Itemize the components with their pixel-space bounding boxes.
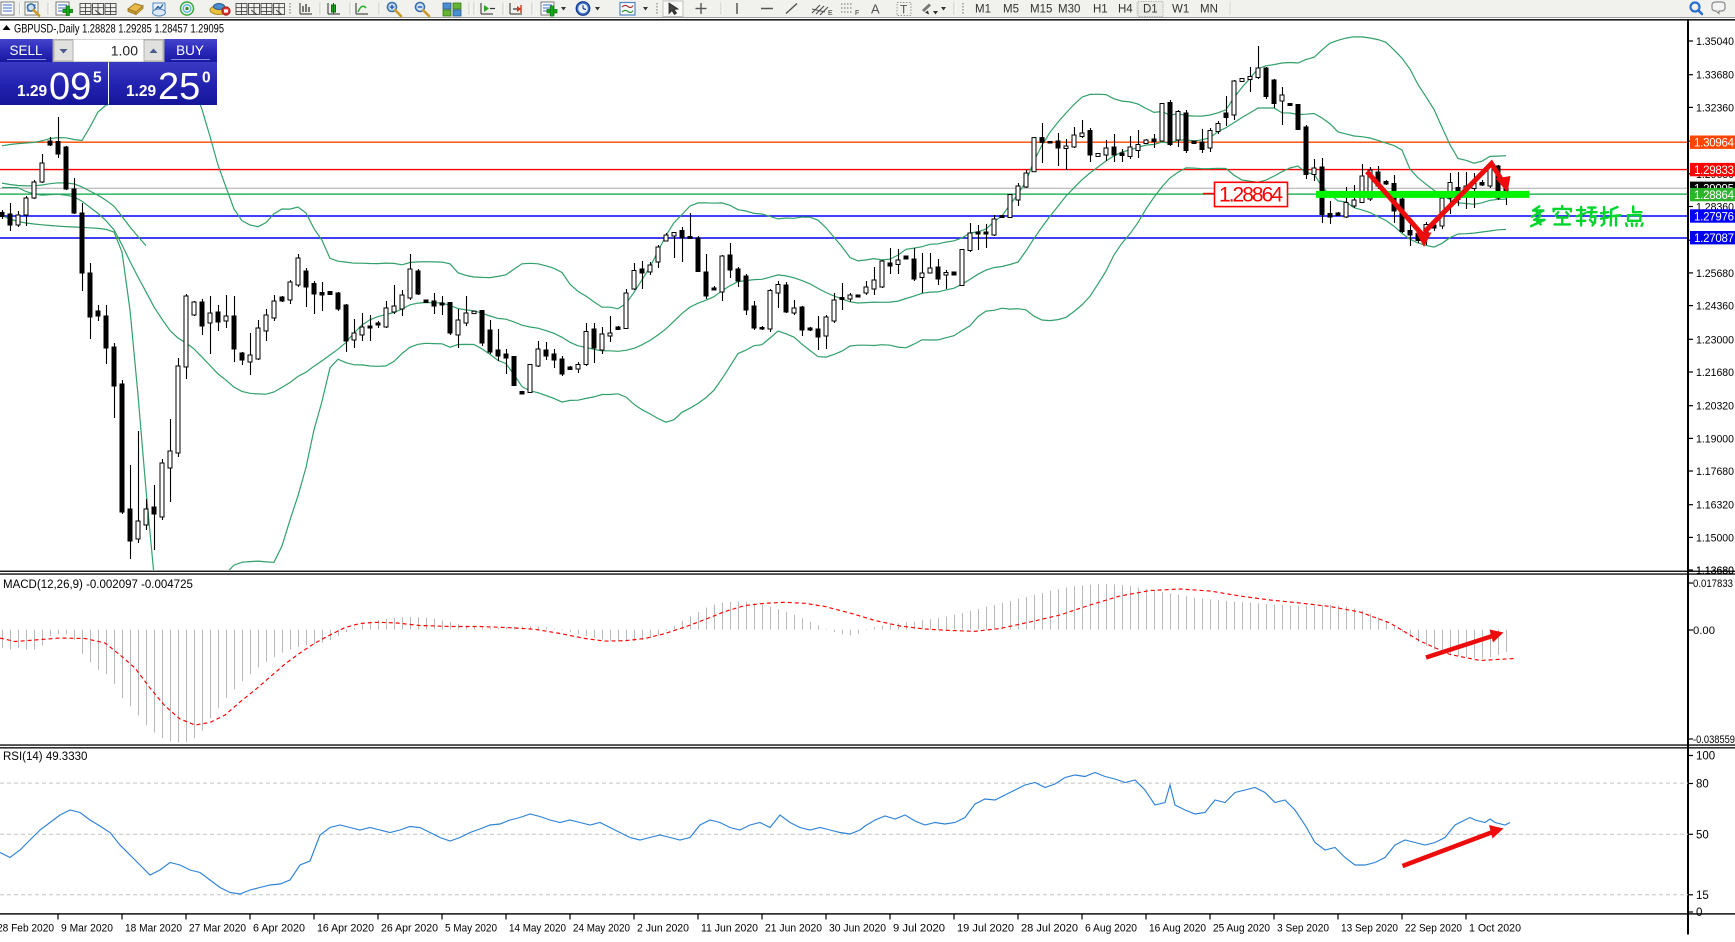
svg-text:1.16320: 1.16320 — [1696, 500, 1734, 512]
svg-text:1.29: 1.29 — [126, 83, 157, 100]
svg-text:5 May 2020: 5 May 2020 — [445, 923, 497, 935]
svg-text:28 Jul 2020: 28 Jul 2020 — [1021, 923, 1078, 935]
svg-text:BUY: BUY — [176, 43, 204, 58]
svg-text:H4: H4 — [1118, 4, 1133, 16]
svg-text:09: 09 — [49, 66, 91, 107]
svg-text:3 Sep 2020: 3 Sep 2020 — [1277, 923, 1329, 935]
svg-text:0: 0 — [202, 70, 211, 87]
svg-text:0: 0 — [1696, 907, 1702, 919]
svg-text:16 Apr 2020: 16 Apr 2020 — [317, 923, 374, 935]
svg-text:M5: M5 — [1003, 4, 1019, 16]
svg-text:19 Jul 2020: 19 Jul 2020 — [957, 923, 1014, 935]
svg-text:M1: M1 — [975, 4, 991, 16]
svg-text:1.29: 1.29 — [17, 83, 48, 100]
svg-text:W1: W1 — [1172, 4, 1189, 16]
svg-text:1.24360: 1.24360 — [1696, 301, 1734, 313]
svg-text:1.19000: 1.19000 — [1696, 433, 1734, 445]
svg-text:D1: D1 — [1143, 4, 1158, 16]
svg-text:30 Jun 2020: 30 Jun 2020 — [829, 923, 886, 935]
svg-text:27 Mar 2020: 27 Mar 2020 — [189, 923, 246, 935]
svg-text:1.00: 1.00 — [111, 43, 138, 59]
svg-text:M15: M15 — [1030, 4, 1052, 16]
svg-text:SELL: SELL — [9, 43, 43, 58]
svg-text:0.017833: 0.017833 — [1693, 578, 1733, 590]
svg-text:0.00: 0.00 — [1693, 625, 1715, 637]
svg-text:24 May 2020: 24 May 2020 — [573, 923, 630, 935]
svg-text:1.25680: 1.25680 — [1696, 268, 1734, 280]
svg-text:1.33680: 1.33680 — [1696, 70, 1734, 82]
svg-text:6 Aug 2020: 6 Aug 2020 — [1085, 923, 1137, 935]
svg-text:1.15000: 1.15000 — [1696, 532, 1734, 544]
svg-text:5: 5 — [93, 70, 102, 87]
svg-text:1 Oct 2020: 1 Oct 2020 — [1469, 923, 1521, 935]
svg-text:H1: H1 — [1093, 4, 1108, 16]
svg-text:-0.038559: -0.038559 — [1693, 734, 1735, 746]
svg-text:1.35040: 1.35040 — [1696, 36, 1734, 48]
svg-text:50: 50 — [1696, 829, 1709, 841]
svg-text:21 Jun 2020: 21 Jun 2020 — [765, 923, 822, 935]
svg-text:9 Jul 2020: 9 Jul 2020 — [893, 923, 945, 935]
svg-text:80: 80 — [1696, 779, 1709, 791]
svg-text:RSI(14) 49.3330: RSI(14) 49.3330 — [3, 751, 87, 763]
svg-text:1.30964: 1.30964 — [1694, 138, 1735, 150]
svg-text:14 May 2020: 14 May 2020 — [509, 923, 566, 935]
svg-text:1.21680: 1.21680 — [1696, 367, 1734, 379]
svg-text:1.29833: 1.29833 — [1694, 165, 1734, 177]
svg-text:E: E — [828, 10, 833, 17]
svg-text:25 Aug 2020: 25 Aug 2020 — [1213, 923, 1270, 935]
svg-text:1.17680: 1.17680 — [1696, 466, 1734, 478]
svg-text:1.27976: 1.27976 — [1694, 211, 1734, 223]
svg-text:13 Sep 2020: 13 Sep 2020 — [1341, 923, 1398, 935]
svg-text:25: 25 — [158, 66, 200, 107]
svg-text:1.13680: 1.13680 — [1696, 565, 1734, 577]
svg-text:1.28864: 1.28864 — [1219, 184, 1283, 207]
svg-text:100: 100 — [1696, 751, 1715, 763]
svg-text:22 Sep 2020: 22 Sep 2020 — [1405, 923, 1462, 935]
svg-text:MN: MN — [1200, 4, 1218, 16]
svg-text:11 Jun 2020: 11 Jun 2020 — [701, 923, 758, 935]
svg-text:1.28864: 1.28864 — [1694, 190, 1735, 202]
svg-text:9 Mar 2020: 9 Mar 2020 — [61, 923, 113, 935]
svg-text:6 Apr 2020: 6 Apr 2020 — [253, 923, 305, 935]
svg-text:1.32360: 1.32360 — [1696, 102, 1734, 114]
svg-text:T: T — [900, 3, 908, 17]
svg-text:1.27087: 1.27087 — [1694, 233, 1734, 245]
svg-text:1.20320: 1.20320 — [1696, 401, 1734, 413]
svg-text:M30: M30 — [1058, 4, 1080, 16]
svg-text:16 Aug 2020: 16 Aug 2020 — [1149, 923, 1206, 935]
svg-text:18 Mar 2020: 18 Mar 2020 — [125, 923, 182, 935]
svg-text:A: A — [871, 2, 880, 17]
svg-text:MACD(12,26,9) -0.002097 -0.004: MACD(12,26,9) -0.002097 -0.004725 — [3, 579, 193, 591]
svg-text:26 Apr 2020: 26 Apr 2020 — [381, 923, 438, 935]
svg-text:28 Feb 2020: 28 Feb 2020 — [0, 923, 54, 935]
svg-text:1.23000: 1.23000 — [1696, 334, 1734, 346]
svg-text:2 Jun 2020: 2 Jun 2020 — [637, 923, 689, 935]
svg-text:15: 15 — [1696, 890, 1709, 902]
svg-text:F: F — [855, 10, 859, 17]
